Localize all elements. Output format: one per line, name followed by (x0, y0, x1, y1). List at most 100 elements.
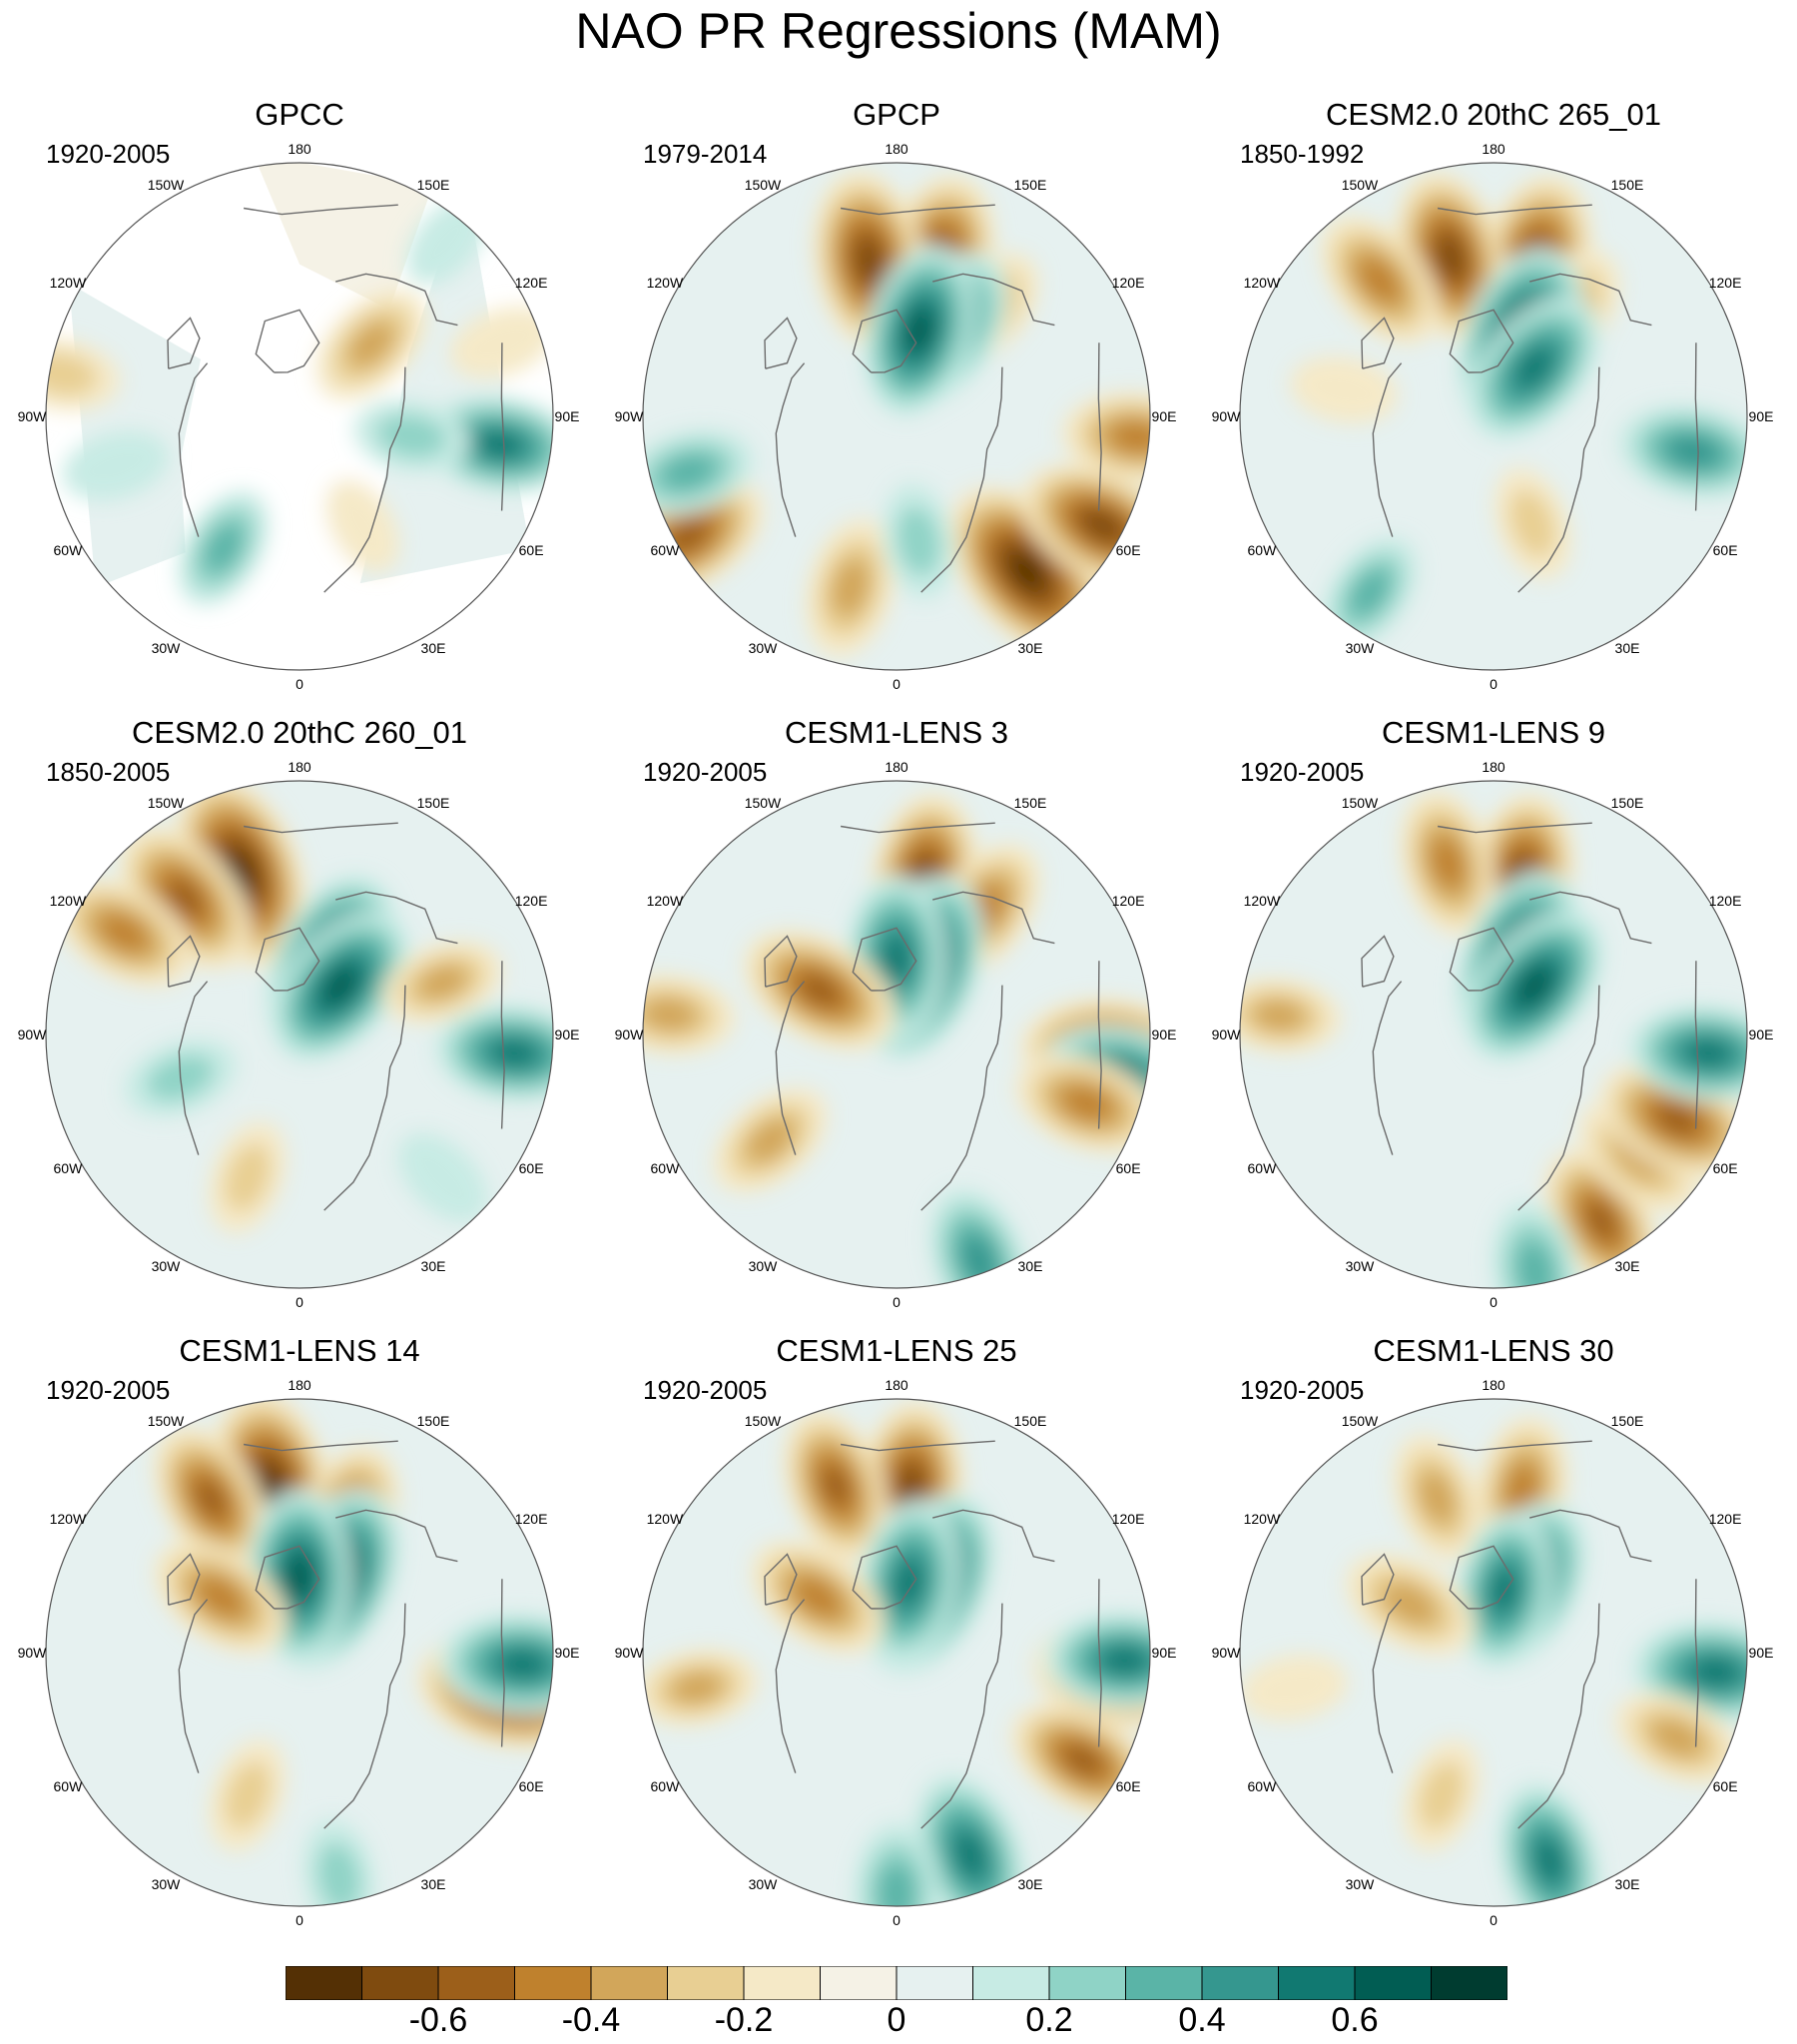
anomaly-blob (821, 1465, 851, 1507)
panel-period: 1920-2005 (1240, 757, 1365, 787)
longitude-label: 30E (421, 1876, 446, 1892)
longitude-label: 150E (1014, 177, 1047, 193)
panel-title: CESM1-LENS 30 (1373, 1333, 1614, 1368)
colorbar-swatch (743, 1966, 821, 2000)
longitude-label: 150E (1611, 1413, 1644, 1429)
coastline (255, 1545, 320, 1610)
coastline (920, 366, 1003, 593)
longitude-label: 180 (885, 141, 908, 157)
longitude-label: 90W (1212, 1645, 1242, 1661)
coastline (335, 891, 458, 945)
anomaly-blob (499, 1651, 545, 1679)
anomaly-blob (478, 431, 522, 458)
anomaly-blob (1418, 1470, 1457, 1526)
map-boundary (45, 1398, 554, 1907)
map-boundary (1239, 780, 1748, 1289)
coastline (840, 822, 995, 834)
coastline (920, 1603, 1003, 1829)
longitude-label: 60E (519, 542, 544, 558)
colorbar-swatch (437, 1966, 515, 2000)
map-panel: CESM1-LENS 30 1920-2005 180 150E 120E 90E 60E 3… (1194, 1333, 1793, 1952)
coastline (920, 985, 1003, 1211)
anomaly-blob (287, 1556, 312, 1597)
anomaly-blob (1517, 969, 1550, 1004)
coastline (1361, 1553, 1395, 1606)
longitude-label: 120W (1244, 1511, 1281, 1527)
coastline (243, 822, 398, 834)
panel-title: CESM1-LENS 9 (1382, 715, 1605, 750)
panel-title: CESM2.0 20thC 265_01 (1325, 97, 1662, 132)
longitude-label: 30E (1018, 1258, 1043, 1274)
panel-period: 1850-2005 (46, 757, 171, 787)
coastline (1372, 1599, 1403, 1773)
anomaly-blob (745, 1117, 796, 1163)
coastline (1694, 961, 1699, 1129)
coastline (178, 981, 209, 1155)
longitude-label: 60E (519, 1778, 544, 1794)
longitude-label: 150E (417, 177, 450, 193)
panel-title: CESM1-LENS 3 (785, 715, 1008, 750)
longitude-label: 60E (1713, 542, 1738, 558)
longitude-label: 30W (749, 1876, 779, 1892)
colorbar-swatch (1125, 1966, 1203, 2000)
longitude-label: 60W (1248, 542, 1278, 558)
longitude-label: 150W (148, 177, 185, 193)
longitude-label: 30W (1346, 1258, 1376, 1274)
longitude-label: 60W (54, 542, 84, 558)
coastline (1437, 1440, 1592, 1452)
longitude-label: 30W (1346, 640, 1376, 656)
coastline (500, 342, 505, 511)
longitude-label: 90E (555, 408, 580, 424)
longitude-label: 120W (647, 893, 684, 909)
anomaly-blob (660, 453, 717, 491)
anomaly-blob (1535, 1839, 1563, 1882)
anomaly-blob (1508, 489, 1556, 558)
panel-title: CESM2.0 20thC 260_01 (131, 715, 468, 750)
longitude-label: 30E (1018, 1876, 1043, 1892)
map-boundary (1239, 1398, 1748, 1907)
longitude-label: 120E (1709, 1511, 1742, 1527)
longitude-label: 120W (647, 275, 684, 291)
anomaly-blob (397, 1132, 488, 1223)
anomaly-blob (898, 1468, 923, 1509)
longitude-label: 120W (1244, 893, 1281, 909)
longitude-label: 150W (745, 795, 782, 811)
longitude-label: 120E (515, 275, 548, 291)
map-boundary (642, 162, 1151, 671)
colorbar-swatch (286, 1966, 362, 2000)
colorbar-swatch (1048, 1966, 1126, 2000)
coastline (167, 1553, 201, 1606)
polar-map: 180 150E 120E 90E 60E 30E 0 30W 60W 90W 120W 150W (1212, 141, 1774, 692)
panel-period: 1920-2005 (643, 1375, 768, 1405)
coastline (255, 927, 320, 992)
colorbar-swatch (1201, 1966, 1279, 2000)
anomaly-blob (1240, 1654, 1348, 1721)
anomaly-blob (895, 1560, 923, 1606)
coastline (1449, 1545, 1514, 1610)
longitude-label: 180 (288, 759, 311, 775)
coastline (243, 1440, 398, 1452)
longitude-label: 30W (152, 1876, 182, 1892)
longitude-label: 60W (651, 1778, 681, 1794)
panel-title: CESM1-LENS 25 (776, 1333, 1017, 1368)
coastline (852, 927, 917, 992)
anomaly-blob (954, 1833, 985, 1877)
longitude-label: 30E (1615, 1258, 1640, 1274)
anomaly-blob (1349, 569, 1391, 617)
anomaly-blob (1102, 1648, 1147, 1674)
panel-period: 1920-2005 (1240, 1375, 1365, 1405)
colorbar-swatch (896, 1966, 973, 2000)
longitude-label: 180 (1482, 1377, 1505, 1393)
anomaly-blob (449, 307, 553, 379)
coastline (932, 1509, 1055, 1563)
longitude-label: 180 (1482, 141, 1505, 157)
colorbar-swatch (1431, 1966, 1507, 2000)
longitude-label: 60E (1713, 1778, 1738, 1794)
longitude-label: 60E (1116, 542, 1141, 558)
longitude-label: 30W (749, 640, 779, 656)
colorbar-label: 0 (887, 2001, 906, 2039)
coastline (1372, 981, 1403, 1155)
anomaly-blob (1418, 1761, 1466, 1829)
longitude-label: 150E (417, 795, 450, 811)
coastline (1694, 1579, 1699, 1747)
